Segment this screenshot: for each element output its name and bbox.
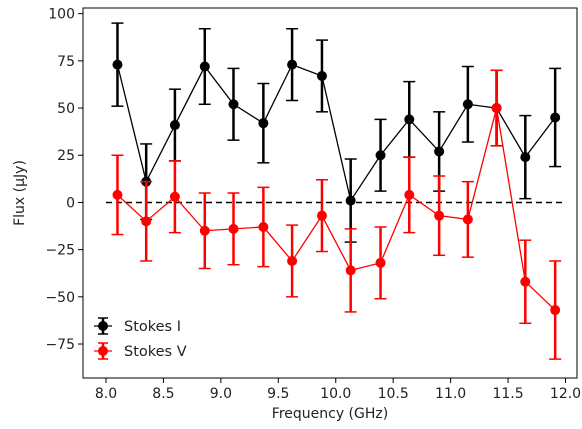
y-tick-label: −25: [45, 243, 75, 259]
x-tick-label: 10.5: [378, 386, 409, 402]
x-axis: 8.0 8.5 9.0 9.5 10.0 10.5 11.0 11.5 12.0: [95, 378, 581, 402]
data-point: [346, 265, 356, 275]
x-axis-label: Frequency (GHz): [272, 406, 388, 422]
data-point: [228, 224, 238, 234]
data-point: [550, 305, 560, 315]
x-tick-label: 8.0: [95, 386, 117, 402]
y-tick-label: 25: [57, 148, 75, 164]
legend-entry-label: Stokes I: [124, 319, 181, 335]
data-point: [287, 256, 297, 266]
x-tick-label: 11.5: [492, 386, 523, 402]
y-tick-label: 100: [48, 7, 75, 23]
data-point: [200, 226, 210, 236]
data-point: [376, 258, 386, 268]
x-tick-label: 10.0: [320, 386, 351, 402]
y-tick-label: −75: [45, 337, 75, 353]
x-tick-label: 11.0: [435, 386, 466, 402]
data-point: [520, 152, 530, 162]
x-tick-label: 9.0: [210, 386, 232, 402]
legend-marker: [98, 346, 108, 356]
data-point: [463, 214, 473, 224]
y-tick-label: 75: [57, 54, 75, 70]
x-tick-label: 12.0: [550, 386, 581, 402]
data-point: [404, 190, 414, 200]
y-tick-label: −50: [45, 290, 75, 306]
data-point: [200, 62, 210, 72]
series-stokes-i: [111, 23, 561, 242]
data-point: [170, 192, 180, 202]
data-point: [463, 99, 473, 109]
data-point: [258, 222, 268, 232]
legend-marker: [98, 321, 108, 331]
data-point: [317, 211, 327, 221]
data-point: [258, 118, 268, 128]
data-point: [112, 60, 122, 70]
data-point: [112, 190, 122, 200]
series-stokes-v: [111, 70, 561, 359]
data-point: [434, 211, 444, 221]
x-tick-label: 9.5: [267, 386, 289, 402]
data-point: [434, 146, 444, 156]
data-point: [346, 196, 356, 206]
series-line: [117, 65, 555, 201]
data-point: [287, 60, 297, 70]
x-tick-label: 8.5: [152, 386, 174, 402]
data-point: [404, 114, 414, 124]
data-point: [376, 150, 386, 160]
y-tick-label: 0: [66, 195, 75, 211]
data-point: [141, 216, 151, 226]
legend-entry-label: Stokes V: [124, 344, 187, 360]
data-point: [550, 112, 560, 122]
data-point: [492, 103, 502, 113]
y-tick-label: 50: [57, 101, 75, 117]
y-axis: −75 −50 −25 0 25 50 75 100: [45, 7, 83, 353]
data-point: [317, 71, 327, 81]
data-point: [170, 120, 180, 130]
y-axis-label: Flux (μJy): [12, 160, 28, 226]
data-point: [228, 99, 238, 109]
legend: Stokes I Stokes V: [94, 318, 187, 360]
data-point: [520, 277, 530, 287]
